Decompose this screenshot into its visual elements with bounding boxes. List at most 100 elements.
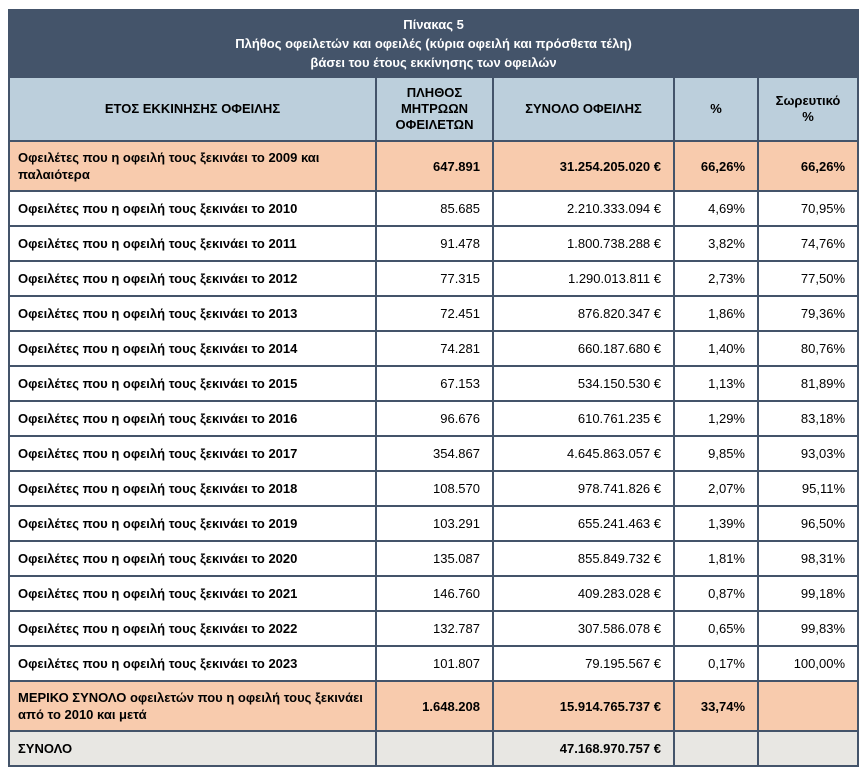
row-label: Οφειλέτες που η οφειλή τους ξεκινάει το … [8,505,377,542]
row-debtor-count: 1.648.208 [375,680,494,732]
row-label: Οφειλέτες που η οφειλή τους ξεκινάει το … [8,225,377,262]
row-cumulative-percent: 98,31% [756,540,860,577]
row-total-debt: 409.283.028 € [492,575,675,612]
table-row: Οφειλέτες που η οφειλή τους ξεκινάει το … [8,330,860,367]
row-debtor-count: 77.315 [375,260,494,297]
table-title-line3: βάσει του έτους εκκίνησης των οφειλών [310,55,557,70]
row-total-debt: 534.150.530 € [492,365,675,402]
row-cumulative-percent: 66,26% [756,140,860,192]
row-debtor-count: 135.087 [375,540,494,577]
row-total-debt: 660.187.680 € [492,330,675,367]
table-row: Οφειλέτες που η οφειλή τους ξεκινάει το … [8,365,860,402]
row-debtor-count: 72.451 [375,295,494,332]
row-label: Οφειλέτες που η οφειλή τους ξεκινάει το … [8,400,377,437]
row-cumulative-percent: 99,18% [756,575,860,612]
table-row: Οφειλέτες που η οφειλή τους ξεκινάει το … [8,505,860,542]
row-label: Οφειλέτες που η οφειλή τους ξεκινάει το … [8,645,377,682]
row-percent: 4,69% [673,190,759,227]
table-row: Οφειλέτες που η οφειλή τους ξεκινάει το … [8,190,860,227]
row-percent: 1,39% [673,505,759,542]
col-header-percent: % [673,76,759,142]
table-title-line1: Πίνακας 5 [403,17,464,32]
row-debtor-count: 101.807 [375,645,494,682]
row-label: Οφειλέτες που η οφειλή τους ξεκινάει το … [8,190,377,227]
row-label: Οφειλέτες που η οφειλή τους ξεκινάει το … [8,365,377,402]
row-total-debt: 978.741.826 € [492,470,675,507]
table-row: Οφειλέτες που η οφειλή τους ξεκινάει το … [8,260,860,297]
row-total-debt: 31.254.205.020 € [492,140,675,192]
row-cumulative-percent: 77,50% [756,260,860,297]
row-label: Οφειλέτες που η οφειλή τους ξεκινάει το … [8,470,377,507]
row-total-debt: 610.761.235 € [492,400,675,437]
row-percent: 1,13% [673,365,759,402]
row-debtor-count: 85.685 [375,190,494,227]
row-label: Οφειλέτες που η οφειλή τους ξεκινάει το … [8,330,377,367]
row-total-debt: 876.820.347 € [492,295,675,332]
column-header-row: ΕΤΟΣ ΕΚΚΙΝΗΣΗΣ ΟΦΕΙΛΗΣ ΠΛΗΘΟΣ ΜΗΤΡΩΩΝ ΟΦ… [8,76,860,142]
row-percent: 3,82% [673,225,759,262]
row-debtor-count: 96.676 [375,400,494,437]
row-debtor-count: 146.760 [375,575,494,612]
row-cumulative-percent: 99,83% [756,610,860,647]
row-total-debt: 1.800.738.288 € [492,225,675,262]
table-title-row: Πίνακας 5 Πλήθος οφειλετών και οφειλές (… [7,9,860,78]
table-row: Οφειλέτες που η οφειλή τους ξεκινάει το … [8,645,860,682]
table-row: Οφειλέτες που η οφειλή τους ξεκινάει το … [8,540,860,577]
col-header-start-year: ΕΤΟΣ ΕΚΚΙΝΗΣΗΣ ΟΦΕΙΛΗΣ [8,76,377,142]
grand-total-label: ΣΥΝΟΛΟ [8,730,377,767]
row-total-debt: 15.914.765.737 € [492,680,675,732]
row-label: Οφειλέτες που η οφειλή τους ξεκινάει το … [8,610,377,647]
row-percent: 1,86% [673,295,759,332]
table-row: Οφειλέτες που η οφειλή τους ξεκινάει το … [8,470,860,507]
row-label: Οφειλέτες που η οφειλή τους ξεκινάει το … [8,575,377,612]
row-total-debt: 79.195.567 € [492,645,675,682]
row-label: ΜΕΡΙΚΟ ΣΥΝΟΛΟ οφειλετών που η οφειλή του… [8,680,377,732]
table-row: Οφειλέτες που η οφειλή τους ξεκινάει το … [8,435,860,472]
row-cumulative-percent: 93,03% [756,435,860,472]
row-percent: 1,40% [673,330,759,367]
row-percent: 1,29% [673,400,759,437]
row-cumulative-percent: 80,76% [756,330,860,367]
row-percent: 33,74% [673,680,759,732]
grand-total-cumulative-percent [756,730,860,767]
row-percent: 1,81% [673,540,759,577]
row-debtor-count: 354.867 [375,435,494,472]
row-percent: 2,07% [673,470,759,507]
table-row: Οφειλέτες που η οφειλή τους ξεκινάει το … [8,295,860,332]
table-row: Οφειλέτες που η οφειλή τους ξεκινάει το … [8,575,860,612]
row-percent: 66,26% [673,140,759,192]
row-cumulative-percent: 83,18% [756,400,860,437]
row-label: Οφειλέτες που η οφειλή τους ξεκινάει το … [8,260,377,297]
row-cumulative-percent: 100,00% [756,645,860,682]
grand-total-percent [673,730,759,767]
grand-total-row: ΣΥΝΟΛΟ 47.168.970.757 € [8,730,860,767]
row-label: Οφειλέτες που η οφειλή τους ξεκινάει το … [8,435,377,472]
row-percent: 0,87% [673,575,759,612]
row-debtor-count: 108.570 [375,470,494,507]
row-debtor-count: 647.891 [375,140,494,192]
row-total-debt: 2.210.333.094 € [492,190,675,227]
table-row: Οφειλέτες που η οφειλή τους ξεκινάει το … [8,140,860,192]
row-cumulative-percent: 95,11% [756,470,860,507]
row-total-debt: 655.241.463 € [492,505,675,542]
row-percent: 0,17% [673,645,759,682]
row-cumulative-percent: 79,36% [756,295,860,332]
table-row: Οφειλέτες που η οφειλή τους ξεκινάει το … [8,225,860,262]
row-percent: 0,65% [673,610,759,647]
row-cumulative-percent: 96,50% [756,505,860,542]
row-total-debt: 1.290.013.811 € [492,260,675,297]
table-row: Οφειλέτες που η οφειλή τους ξεκινάει το … [8,610,860,647]
row-total-debt: 307.586.078 € [492,610,675,647]
row-debtor-count: 103.291 [375,505,494,542]
table-title-line2: Πλήθος οφειλετών και οφειλές (κύρια οφει… [235,36,632,51]
row-percent: 9,85% [673,435,759,472]
row-total-debt: 4.645.863.057 € [492,435,675,472]
row-percent: 2,73% [673,260,759,297]
row-cumulative-percent [756,680,860,732]
table-row: Οφειλέτες που η οφειλή τους ξεκινάει το … [8,400,860,437]
row-debtor-count: 67.153 [375,365,494,402]
debtors-debts-table: Πίνακας 5 Πλήθος οφειλετών και οφειλές (… [7,9,860,767]
grand-total-debt: 47.168.970.757 € [492,730,675,767]
row-debtor-count: 74.281 [375,330,494,367]
